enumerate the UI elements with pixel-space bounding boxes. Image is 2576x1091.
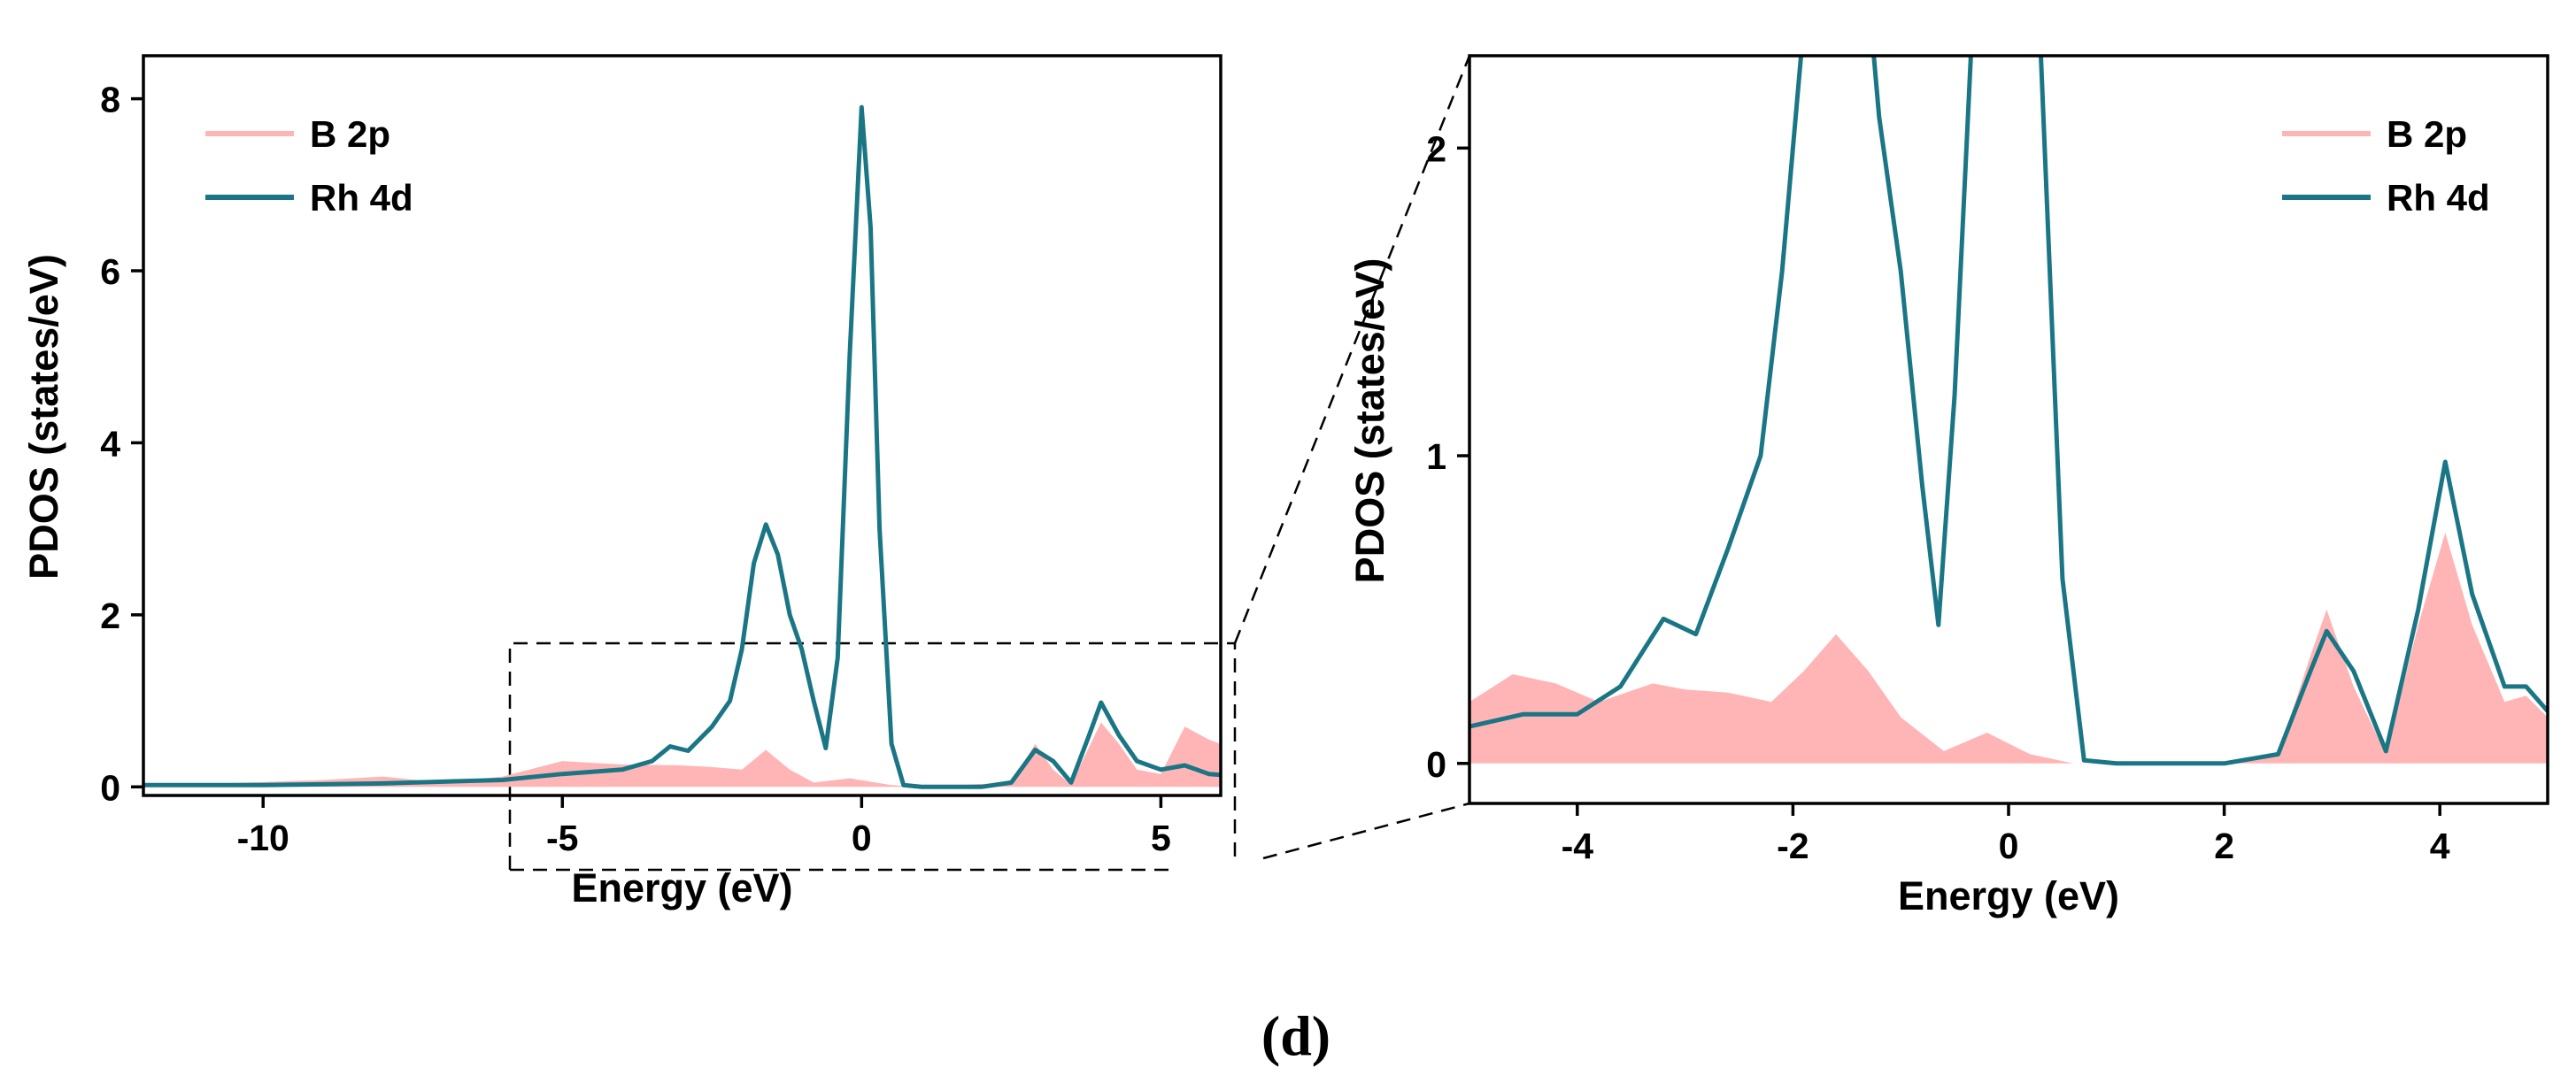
plot-area [143, 104, 1221, 789]
x-tick-label: 5 [1151, 818, 1171, 858]
caption: (d) [1261, 1004, 1330, 1067]
zoom-connector [1233, 55, 1471, 644]
line [1469, 56, 2548, 766]
x-tick-label: 0 [1999, 826, 2019, 866]
y-tick-label: 6 [100, 251, 120, 292]
x-tick-label: -10 [237, 818, 289, 858]
x-tick-label: -5 [546, 818, 578, 858]
y-tick-label: 0 [100, 767, 120, 808]
plot-area [1469, 56, 2548, 766]
y-tick-label: 8 [100, 80, 120, 120]
x-tick-label: -4 [1562, 826, 1594, 866]
area [1469, 533, 2548, 764]
y-tick-label: 2 [100, 595, 120, 636]
y-axis-label: PDOS (states/eV) [21, 254, 66, 580]
zoom-connector [1262, 802, 1470, 860]
area [143, 722, 1221, 788]
x-axis-label: Energy (eV) [571, 865, 792, 910]
y-tick-label: 0 [1426, 744, 1446, 785]
y-tick-label: 1 [1426, 436, 1446, 477]
x-tick-label: -2 [1777, 826, 1809, 866]
x-tick-label: 2 [2214, 826, 2234, 866]
x-tick-label: 4 [2430, 826, 2450, 866]
x-axis-label: Energy (eV) [1898, 873, 2119, 918]
legend-label: B 2p [310, 113, 390, 155]
legend-label: B 2p [2387, 113, 2467, 155]
legend-label: Rh 4d [2387, 177, 2490, 219]
line [143, 104, 1221, 789]
y-axis-label: PDOS (states/eV) [1347, 258, 1392, 584]
y-tick-label: 4 [100, 423, 120, 464]
legend-label: Rh 4d [310, 177, 413, 219]
zoom-box [508, 642, 1237, 870]
y-tick-label: 2 [1426, 128, 1446, 169]
x-tick-label: 0 [852, 818, 872, 858]
zoom-guide [508, 55, 1471, 872]
plot-frame [142, 54, 1222, 797]
